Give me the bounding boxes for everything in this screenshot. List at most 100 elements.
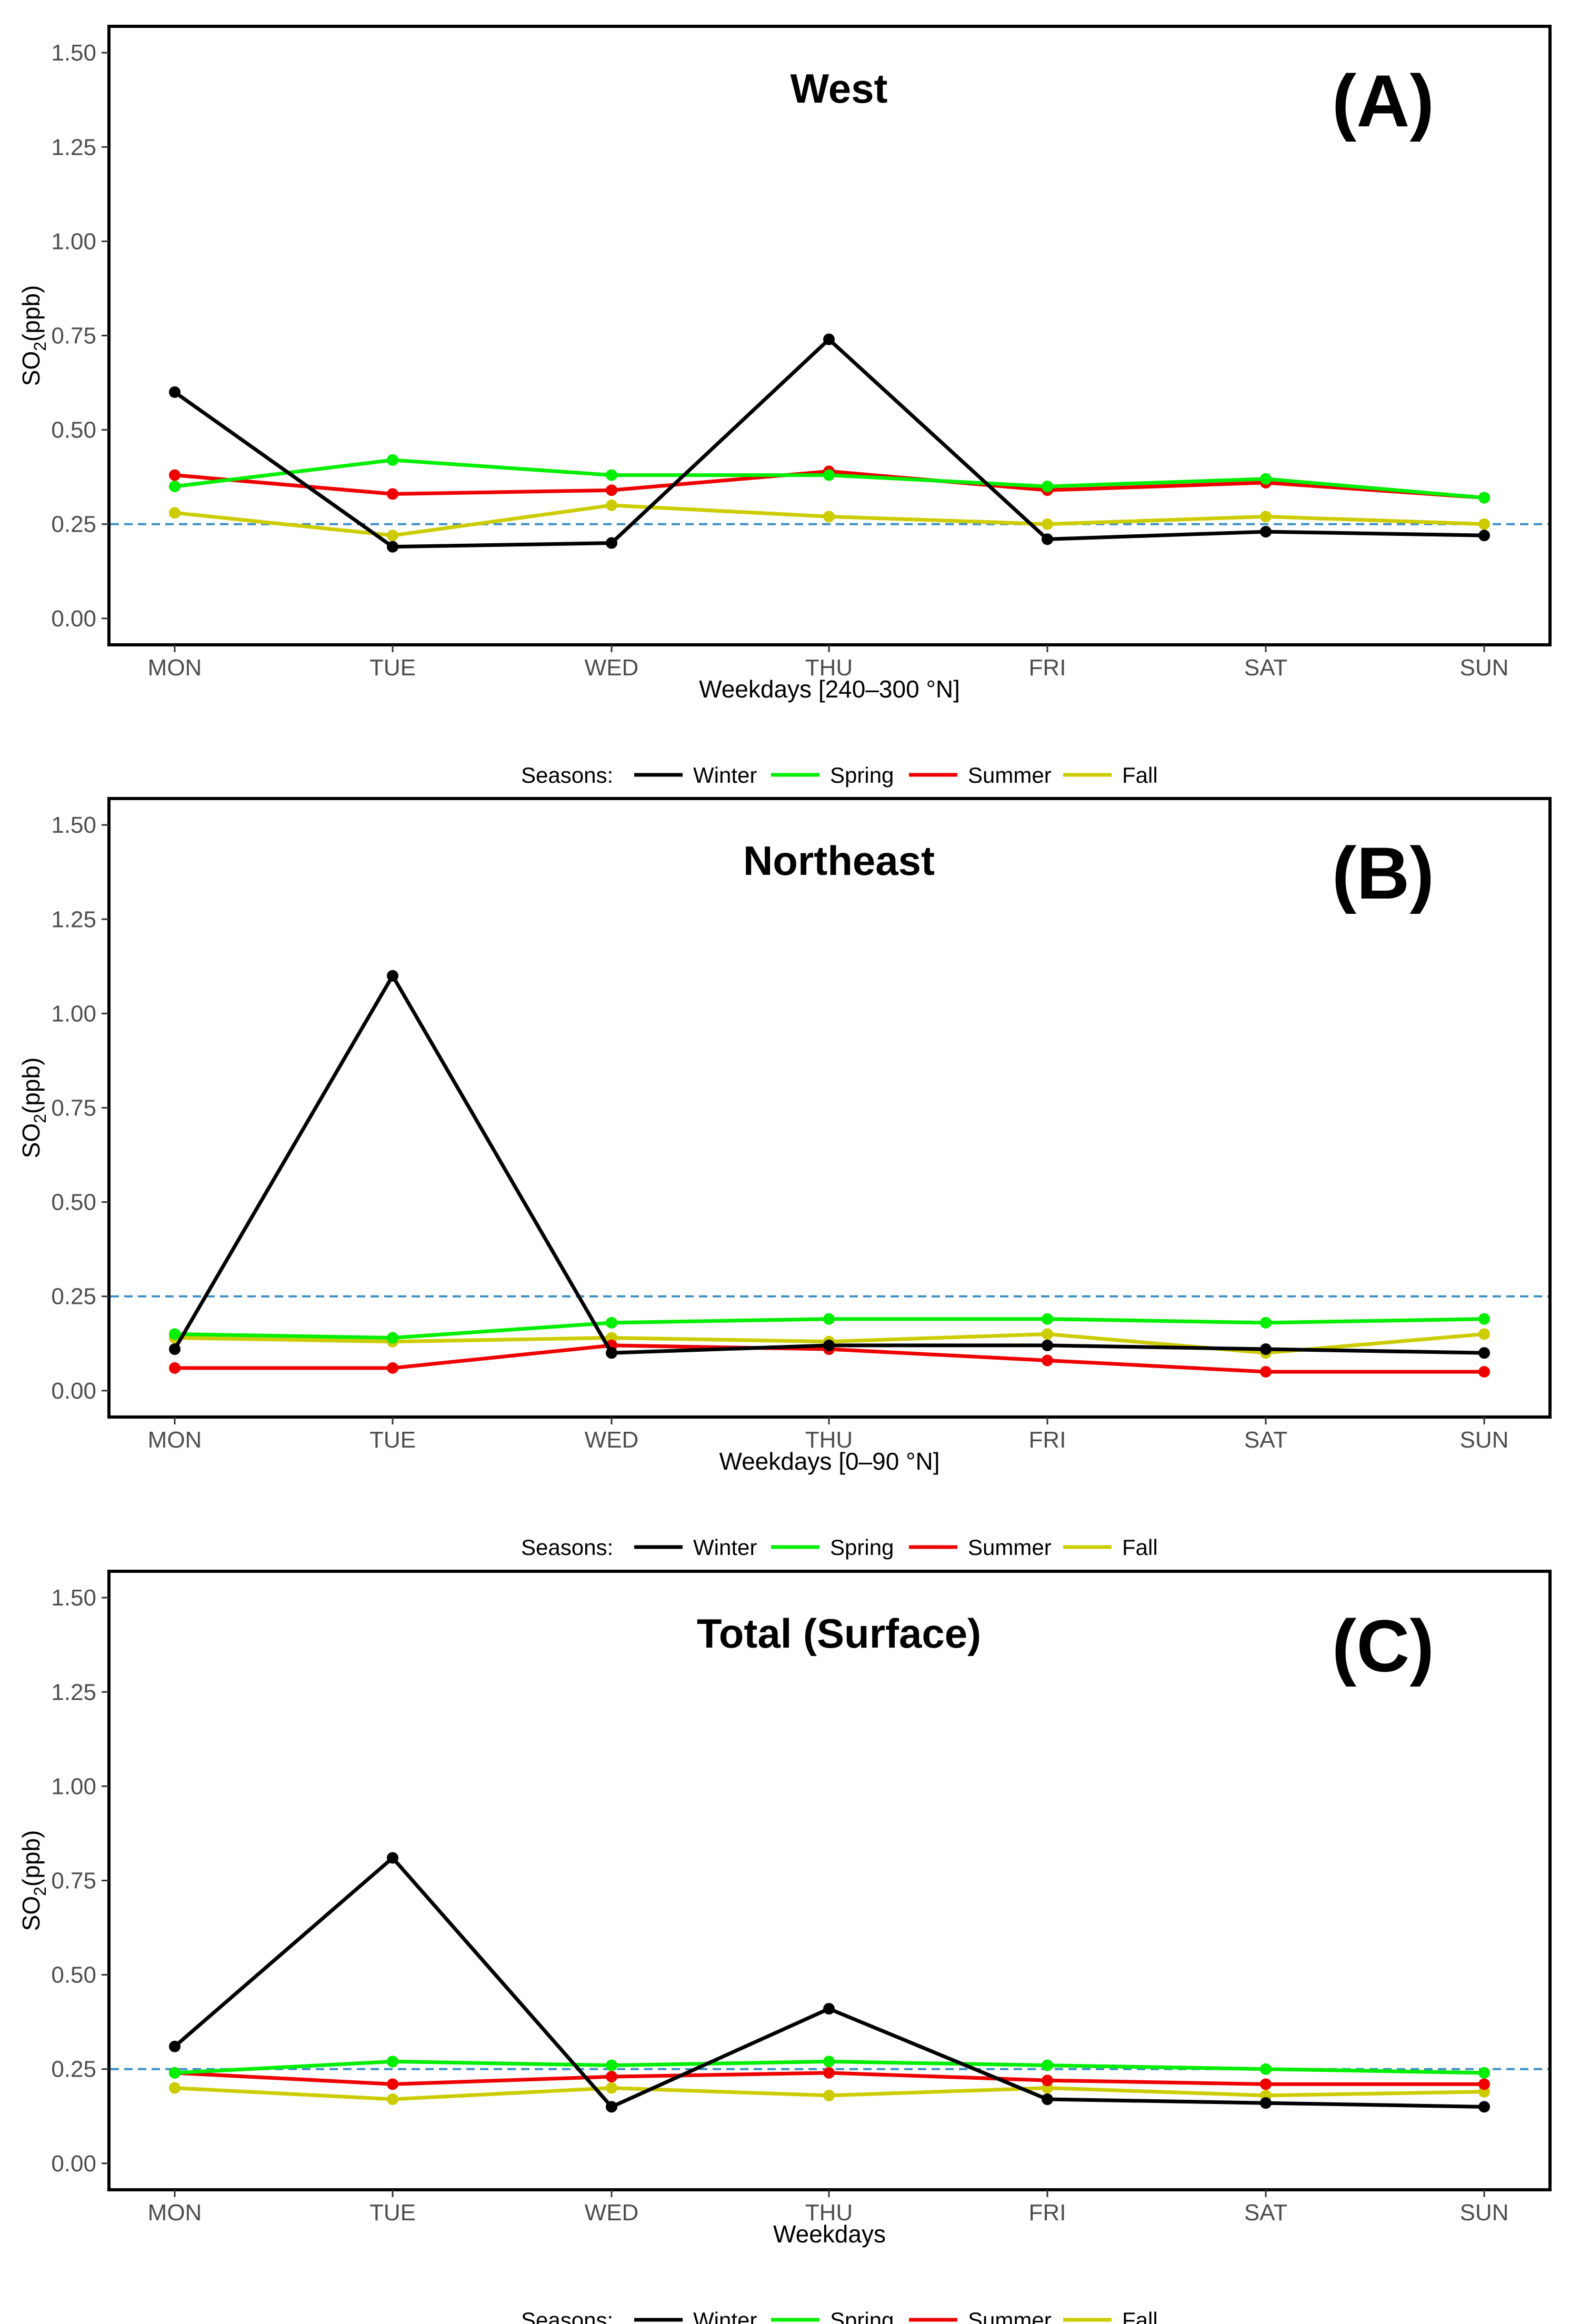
data-point-fall-wed (606, 2082, 617, 2094)
x-tick-label: SUN (1460, 2200, 1509, 2226)
data-point-fall-sun (1478, 1328, 1490, 1340)
series-spring (169, 1313, 1490, 1344)
data-point-summer-tue (387, 1362, 398, 1374)
panel-label: (A) (1332, 59, 1434, 142)
legend-label-fall: Fall (1122, 1535, 1158, 1560)
legend-label-spring: Spring (830, 763, 894, 787)
series-winter (169, 333, 1490, 553)
x-tick-label: SAT (1244, 1427, 1287, 1453)
x-tick-label: THU (805, 1427, 853, 1453)
y-axis-label-sub: 2 (31, 342, 49, 351)
y-tick-label: 1.50 (51, 1585, 96, 1611)
series-fall (169, 2082, 1490, 2106)
y-axis-label-main: SO (17, 1896, 45, 1931)
legend-label-summer: Summer (968, 1535, 1052, 1560)
data-point-winter-wed (606, 537, 617, 549)
chart-panel-1: 0.00 0.25 0.50 0.75 1.00 1.25 1.50 MON TUE WED THU… (17, 25, 1552, 787)
y-tick-label: 0.75 (51, 323, 96, 349)
y-tick-label: 0.25 (51, 512, 96, 537)
x-tick-label: WED (585, 1427, 639, 1453)
y-tick-label: 1.25 (51, 1679, 96, 1705)
y-tick-label: 0.50 (51, 1190, 96, 1215)
y-tick-label: 0.00 (51, 2151, 96, 2177)
x-tick-label: TUE (369, 2200, 416, 2226)
data-point-spring-sat (1260, 473, 1272, 485)
series-winter (169, 1852, 1490, 2113)
x-tick-label: TUE (369, 1427, 416, 1453)
chart-panel-3: 0.00 0.25 0.50 0.75 1.00 1.25 1.50 MON TUE WED THU… (17, 1570, 1552, 2324)
data-point-spring-fri (1042, 1313, 1053, 1325)
data-point-spring-sun (1478, 1313, 1490, 1325)
x-tick-label: TUE (369, 655, 416, 681)
data-point-fall-mon (169, 507, 181, 519)
x-tick-label: THU (805, 2200, 853, 2226)
data-point-winter-wed (606, 2101, 617, 2113)
data-point-spring-mon (169, 481, 181, 493)
chart-title: Total (Surface) (697, 1610, 981, 1657)
data-point-winter-wed (606, 1347, 617, 1359)
data-point-winter-sat (1260, 526, 1272, 538)
x-tick-label: FRI (1029, 1427, 1066, 1453)
data-point-fall-wed (606, 499, 617, 511)
y-tick-label: 1.00 (51, 1773, 96, 1799)
legend-label-winter: Winter (693, 1535, 757, 1560)
data-point-summer-sun (1478, 1366, 1490, 1378)
series-fall (169, 499, 1490, 542)
data-point-spring-sun (1478, 2067, 1490, 2079)
legend-label-spring: Spring (830, 2308, 894, 2324)
data-point-summer-sat (1260, 2078, 1272, 2090)
data-point-winter-tue (387, 1852, 398, 1864)
data-point-spring-sat (1260, 1316, 1272, 1329)
legend-label-summer: Summer (968, 2308, 1052, 2324)
data-point-winter-sun (1478, 530, 1490, 542)
data-point-spring-thu (823, 1313, 835, 1325)
y-axis-label-unit: (ppb) (17, 1058, 45, 1114)
data-point-fall-thu (823, 511, 835, 523)
data-point-winter-sun (1478, 2101, 1490, 2113)
legend: Seasons: Winter Spring Summer Fall (521, 763, 1158, 787)
y-tick-label: 0.75 (51, 1868, 96, 1894)
data-point-spring-fri (1042, 2059, 1053, 2071)
legend: Seasons: Winter Spring Summer Fall (521, 2308, 1158, 2324)
y-axis-label-unit: (ppb) (17, 285, 45, 342)
series-winter (169, 970, 1490, 1359)
x-tick-label: SUN (1460, 655, 1509, 681)
x-tick-label: FRI (1029, 655, 1066, 681)
panel-label: (C) (1332, 1604, 1434, 1687)
legend-label-spring: Spring (830, 1535, 894, 1560)
x-tick-label: MON (148, 2200, 202, 2226)
data-point-summer-sat (1260, 1366, 1272, 1378)
data-point-fall-thu (823, 2089, 835, 2101)
data-point-winter-tue (387, 541, 398, 553)
x-tick-label: THU (805, 655, 853, 681)
data-point-summer-wed (606, 2071, 617, 2083)
data-point-spring-sat (1260, 2063, 1272, 2075)
y-tick-label: 0.75 (51, 1095, 96, 1121)
data-point-spring-wed (606, 1316, 617, 1329)
data-point-spring-thu (823, 469, 835, 481)
data-point-winter-sun (1478, 1347, 1490, 1359)
y-tick-label: 1.50 (51, 812, 96, 838)
data-point-spring-wed (606, 2059, 617, 2071)
data-point-winter-sat (1260, 1343, 1272, 1355)
data-point-spring-tue (387, 2056, 398, 2068)
data-point-spring-wed (606, 469, 617, 481)
data-point-fall-fri (1042, 1328, 1053, 1340)
data-point-spring-fri (1042, 481, 1053, 493)
x-tick-label: SAT (1244, 655, 1287, 681)
x-tick-label: MON (148, 655, 202, 681)
data-point-spring-mon (169, 1328, 181, 1340)
data-point-winter-thu (823, 1339, 835, 1351)
y-axis-label-sub: 2 (31, 1887, 49, 1896)
data-point-summer-wed (606, 484, 617, 496)
y-axis-label-sub: 2 (31, 1114, 49, 1123)
legend-label-winter: Winter (693, 2308, 757, 2324)
x-tick-label: SUN (1460, 1427, 1509, 1453)
data-point-winter-mon (169, 386, 181, 398)
data-point-winter-mon (169, 2040, 181, 2052)
data-point-summer-thu (823, 2067, 835, 2079)
x-tick-label: WED (585, 655, 639, 681)
data-point-fall-fri (1042, 518, 1053, 530)
data-point-spring-thu (823, 2056, 835, 2068)
